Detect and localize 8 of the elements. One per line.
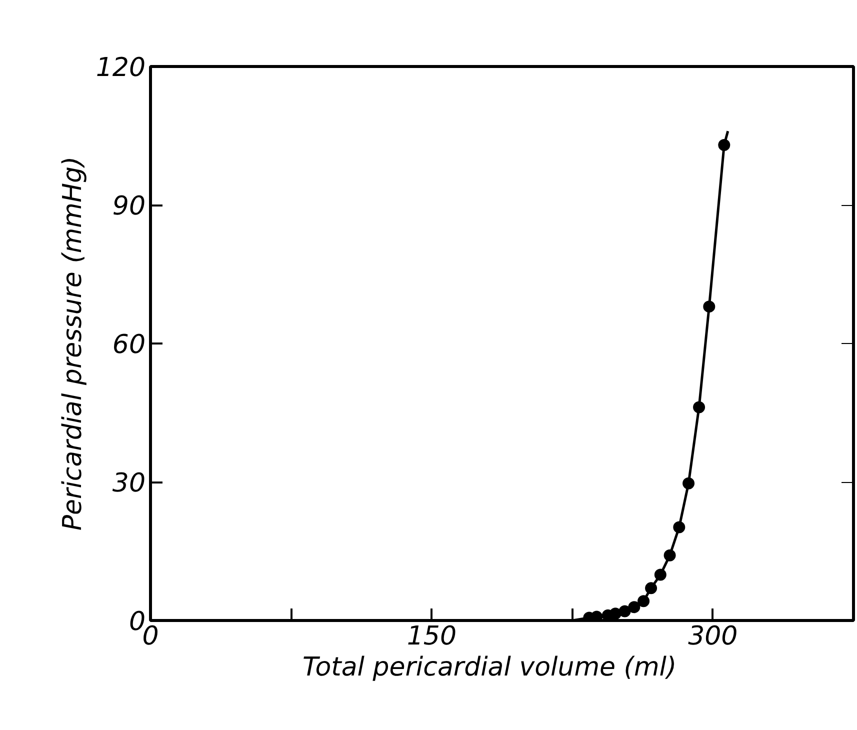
- y-tick-label: 60: [112, 330, 146, 360]
- x-tick-label: 150: [406, 622, 457, 652]
- x-axis-title: Total pericardial volume (ml): [302, 652, 677, 682]
- y-tick-label: 120: [96, 53, 146, 83]
- y-axis-title: Pericardial pressure (mmHg): [58, 156, 88, 531]
- y-tick-label: 30: [112, 468, 146, 498]
- y-tick-label: 90: [112, 192, 146, 222]
- x-tick-label: 300: [688, 622, 738, 652]
